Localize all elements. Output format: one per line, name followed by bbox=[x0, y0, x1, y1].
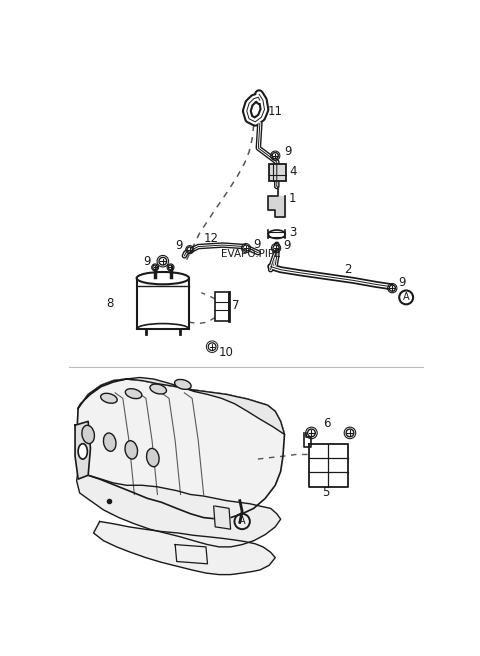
Circle shape bbox=[273, 245, 279, 251]
Text: 8: 8 bbox=[106, 297, 113, 310]
Ellipse shape bbox=[125, 441, 138, 459]
Ellipse shape bbox=[82, 425, 95, 443]
Bar bbox=[269, 164, 286, 181]
Ellipse shape bbox=[150, 384, 167, 394]
Ellipse shape bbox=[175, 379, 191, 390]
Text: A: A bbox=[403, 293, 409, 302]
Bar bbox=[137, 278, 189, 329]
Text: 12: 12 bbox=[204, 232, 219, 245]
Ellipse shape bbox=[137, 272, 189, 284]
Text: 6: 6 bbox=[323, 417, 331, 430]
Polygon shape bbox=[78, 377, 285, 434]
Bar bbox=[215, 292, 229, 321]
Circle shape bbox=[153, 265, 157, 270]
Text: 10: 10 bbox=[219, 346, 234, 359]
Polygon shape bbox=[75, 421, 90, 479]
Ellipse shape bbox=[78, 443, 87, 459]
Circle shape bbox=[272, 153, 278, 159]
Polygon shape bbox=[77, 472, 281, 547]
Text: 9: 9 bbox=[144, 255, 151, 268]
Circle shape bbox=[187, 247, 192, 253]
Ellipse shape bbox=[101, 394, 117, 403]
Text: 9: 9 bbox=[285, 146, 292, 158]
Circle shape bbox=[159, 257, 167, 265]
Text: 11: 11 bbox=[267, 104, 283, 117]
Circle shape bbox=[346, 429, 354, 437]
Polygon shape bbox=[214, 506, 230, 529]
Ellipse shape bbox=[268, 230, 285, 239]
Circle shape bbox=[168, 265, 173, 270]
Text: 4: 4 bbox=[289, 165, 297, 178]
Text: 5: 5 bbox=[323, 487, 330, 499]
Text: 9: 9 bbox=[284, 239, 291, 253]
Text: EVAPO.PIPE: EVAPO.PIPE bbox=[221, 249, 281, 259]
Text: 2: 2 bbox=[345, 263, 352, 276]
Ellipse shape bbox=[103, 433, 116, 451]
Ellipse shape bbox=[125, 388, 142, 399]
Circle shape bbox=[308, 429, 315, 437]
Text: 9: 9 bbox=[398, 276, 406, 289]
Text: 9: 9 bbox=[253, 237, 261, 251]
Text: 7: 7 bbox=[232, 299, 240, 312]
Polygon shape bbox=[309, 445, 348, 487]
Text: 9: 9 bbox=[175, 239, 183, 251]
Text: 1: 1 bbox=[288, 192, 296, 205]
Polygon shape bbox=[94, 522, 275, 575]
Circle shape bbox=[208, 343, 216, 350]
Circle shape bbox=[243, 245, 249, 251]
Text: 3: 3 bbox=[289, 226, 297, 239]
Polygon shape bbox=[267, 186, 285, 217]
Polygon shape bbox=[77, 379, 285, 519]
Ellipse shape bbox=[146, 449, 159, 466]
Circle shape bbox=[389, 285, 396, 291]
Text: A: A bbox=[239, 516, 245, 527]
